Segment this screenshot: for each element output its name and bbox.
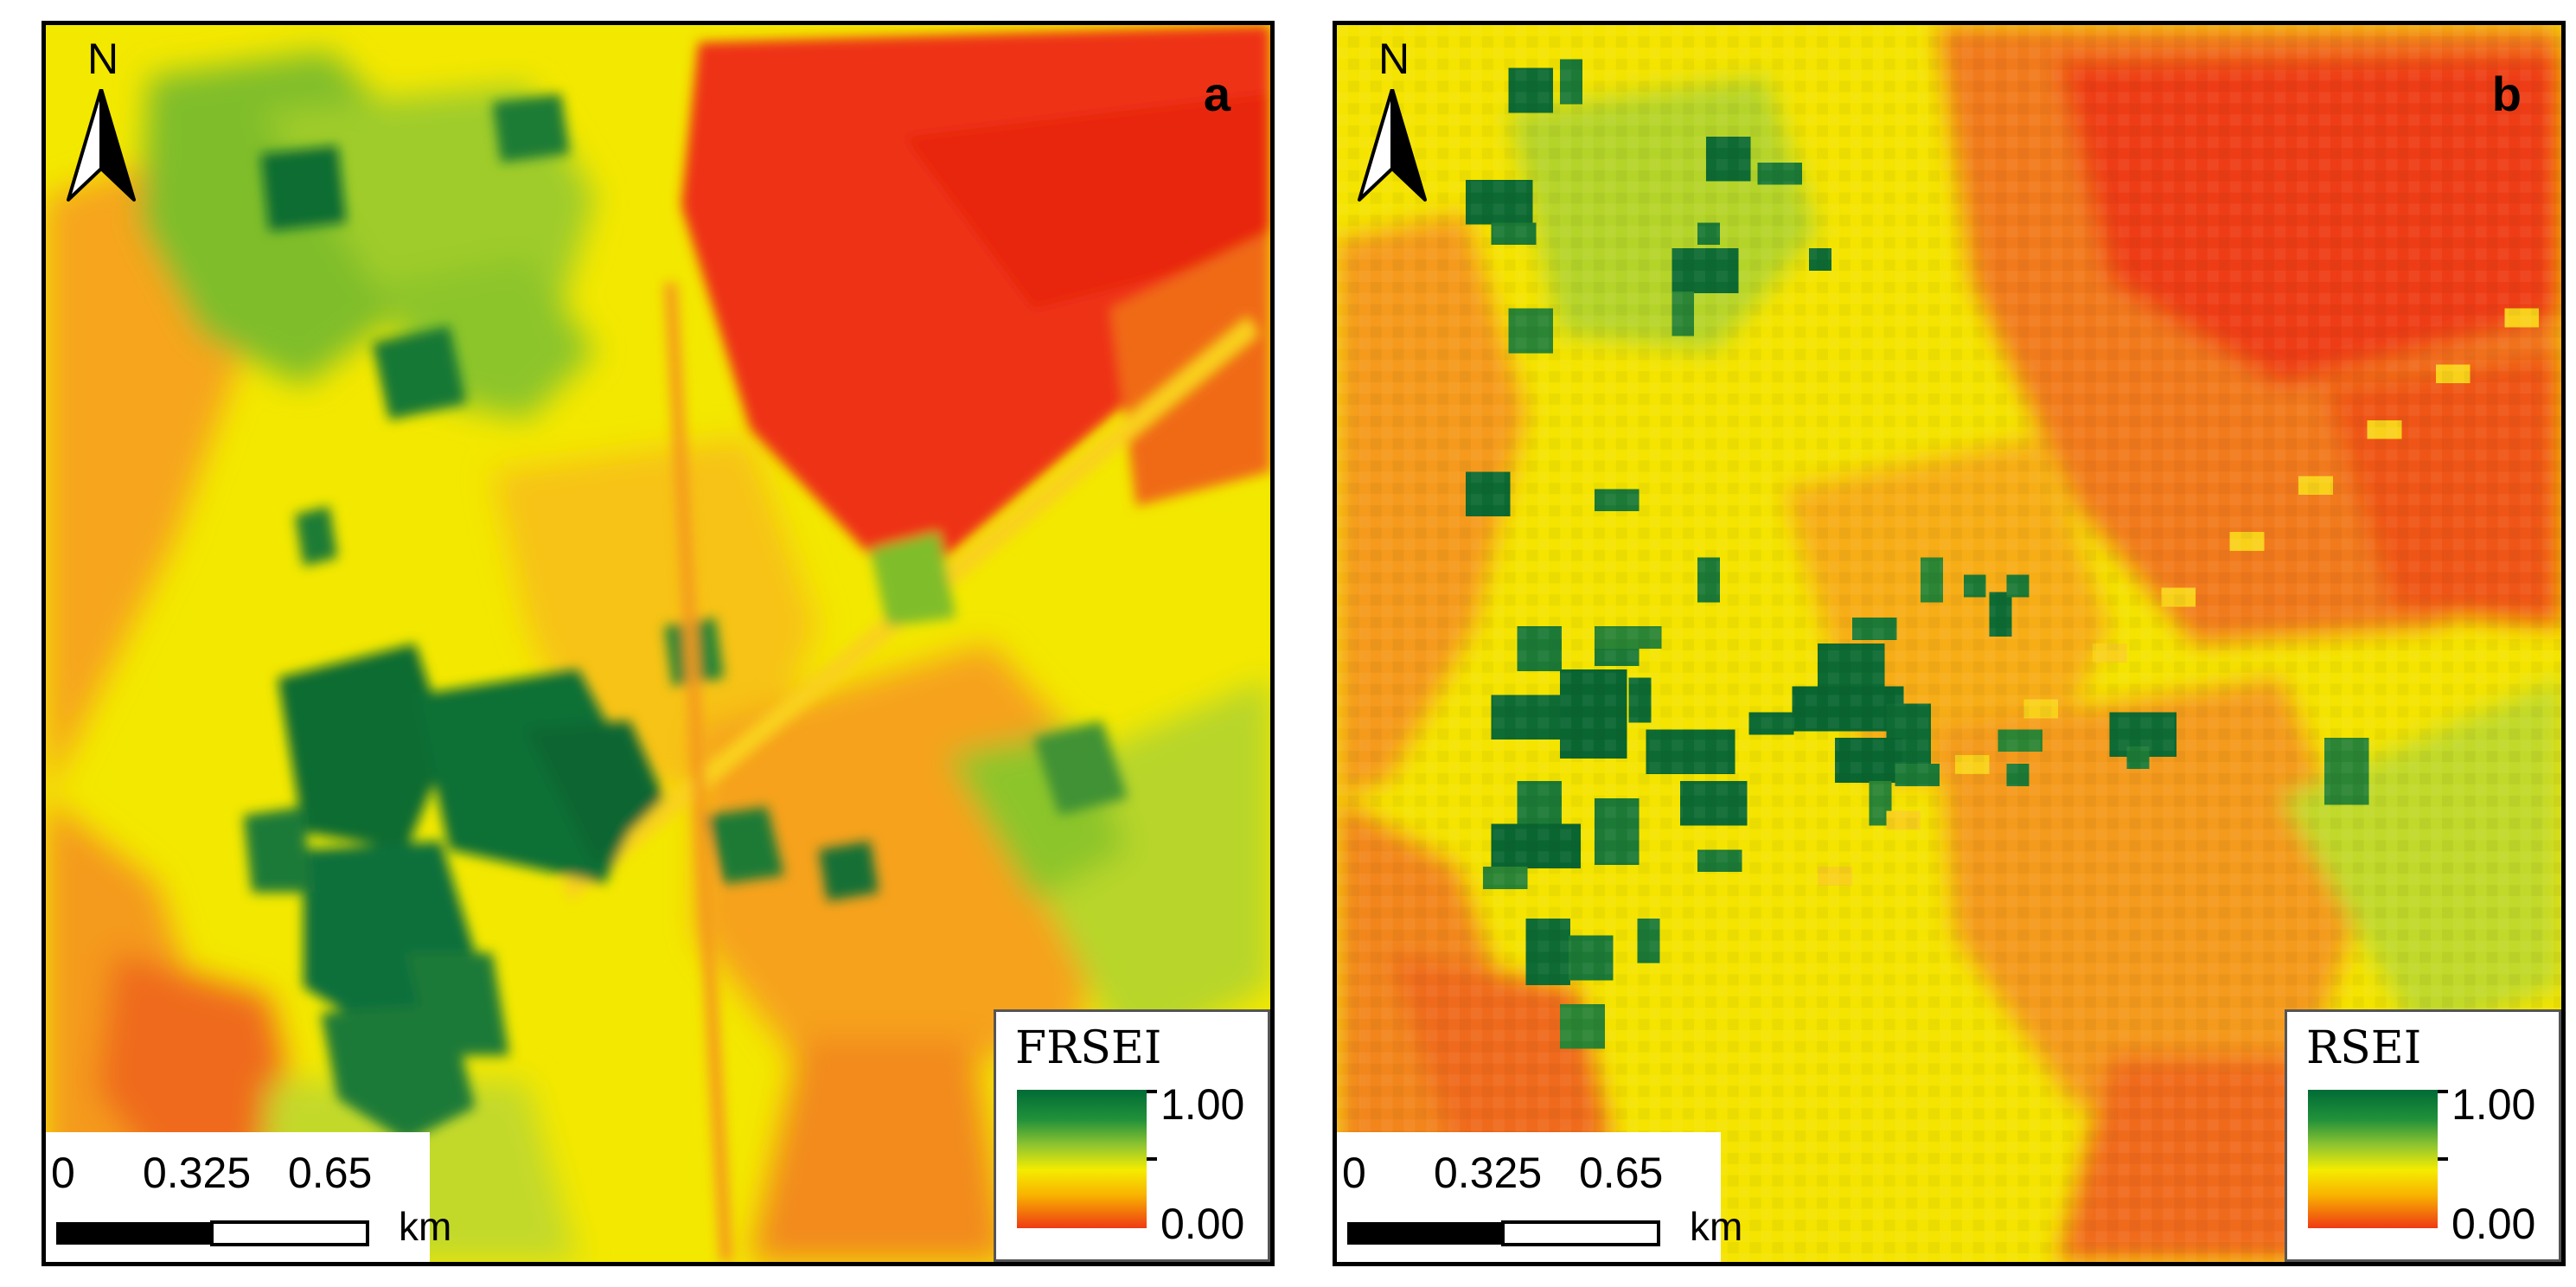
map-panel-b: N b 0 0.325 0.65 km RSEI 1.00 0.00 [1333, 21, 2566, 1266]
scale-bar-graphic [1347, 1220, 1660, 1246]
legend-tick [1147, 1157, 1157, 1161]
north-arrow-icon [1358, 89, 1427, 202]
scale-tick-label: 0.325 [1434, 1149, 1543, 1197]
scale-tick-label: 0.325 [143, 1149, 252, 1197]
scale-unit: km [399, 1204, 452, 1249]
legend: FRSEI 1.00 0.00 [994, 1009, 1270, 1262]
scale-unit: km [1690, 1204, 1743, 1249]
legend-tick [1147, 1090, 1157, 1093]
scale-tick-label: 0 [51, 1149, 75, 1197]
scale-tick-label: 0.65 [1579, 1149, 1664, 1197]
legend-max-label: 1.00 [1160, 1080, 1245, 1129]
scale-tick-label: 0 [1342, 1149, 1366, 1197]
scale-bar-graphic [56, 1220, 369, 1246]
scale-bar: 0 0.325 0.65 km [1337, 1132, 1742, 1262]
north-arrow: N [1349, 37, 1435, 202]
north-label: N [86, 35, 119, 83]
north-label: N [1377, 35, 1410, 83]
north-arrow-icon [67, 89, 136, 202]
legend-tick [2438, 1157, 2448, 1161]
map-panel-a: N a 0 0.325 0.65 km FRSEI 1.00 0.00 [42, 21, 1275, 1266]
legend-max-label: 1.00 [2451, 1080, 2536, 1129]
legend-title: FRSEI [1015, 1022, 1162, 1074]
legend: RSEI 1.00 0.00 [2285, 1009, 2561, 1262]
scale-bar: 0 0.325 0.65 km [46, 1132, 451, 1262]
legend-min-label: 0.00 [1160, 1200, 1245, 1248]
panel-letter: b [2491, 67, 2522, 121]
legend-min-label: 0.00 [2451, 1200, 2536, 1248]
legend-tick [2438, 1090, 2448, 1093]
legend-title: RSEI [2306, 1022, 2422, 1074]
legend-color-ramp [2308, 1090, 2438, 1228]
legend-color-ramp [1017, 1090, 1147, 1228]
panel-letter: a [1203, 67, 1230, 121]
north-arrow: N [58, 37, 144, 202]
scale-tick-label: 0.65 [288, 1149, 373, 1197]
